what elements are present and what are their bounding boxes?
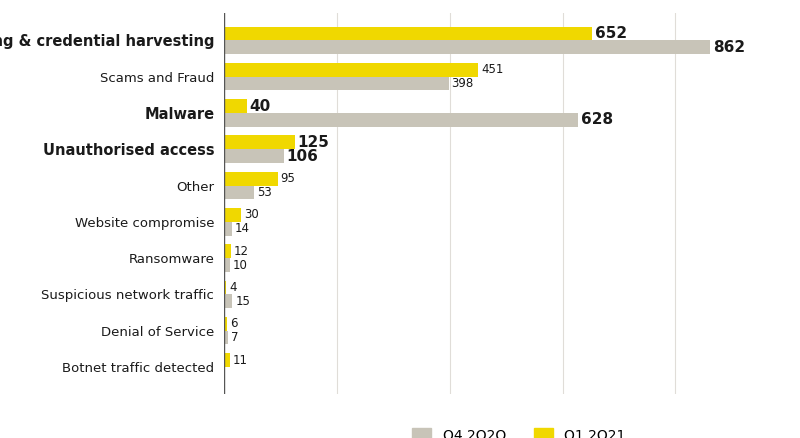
Text: 862: 862 xyxy=(713,40,746,55)
Text: 125: 125 xyxy=(298,135,330,150)
Bar xyxy=(224,353,230,367)
Bar xyxy=(224,331,228,344)
Text: 10: 10 xyxy=(233,258,247,272)
Text: 95: 95 xyxy=(281,172,295,185)
Text: 451: 451 xyxy=(482,63,504,76)
Bar xyxy=(224,113,578,127)
Text: 652: 652 xyxy=(594,26,627,41)
Bar xyxy=(224,40,710,54)
Text: 628: 628 xyxy=(581,112,614,127)
Text: 7: 7 xyxy=(230,331,238,344)
Bar xyxy=(224,258,230,272)
Bar xyxy=(224,77,449,90)
Bar xyxy=(224,244,230,258)
Text: 53: 53 xyxy=(257,186,271,199)
Legend: Q4 2O2O, Q1 2O21: Q4 2O2O, Q1 2O21 xyxy=(406,422,631,438)
Text: 106: 106 xyxy=(286,148,318,164)
Text: 4: 4 xyxy=(229,281,237,294)
Bar xyxy=(224,149,284,163)
Bar xyxy=(224,63,478,77)
Text: 15: 15 xyxy=(235,295,250,308)
Bar xyxy=(224,317,227,331)
Text: 30: 30 xyxy=(244,208,258,222)
Text: 398: 398 xyxy=(451,77,474,90)
Text: 14: 14 xyxy=(234,222,250,235)
Bar xyxy=(224,172,278,186)
Bar xyxy=(224,186,254,199)
Bar xyxy=(224,27,592,40)
Bar xyxy=(224,99,246,113)
Bar xyxy=(224,222,232,236)
Text: 40: 40 xyxy=(250,99,270,113)
Bar xyxy=(224,135,294,149)
Text: 6: 6 xyxy=(230,317,238,330)
Bar xyxy=(224,281,226,294)
Bar xyxy=(224,208,241,222)
Text: 12: 12 xyxy=(234,245,249,258)
Text: 11: 11 xyxy=(233,353,248,367)
Bar xyxy=(224,294,233,308)
